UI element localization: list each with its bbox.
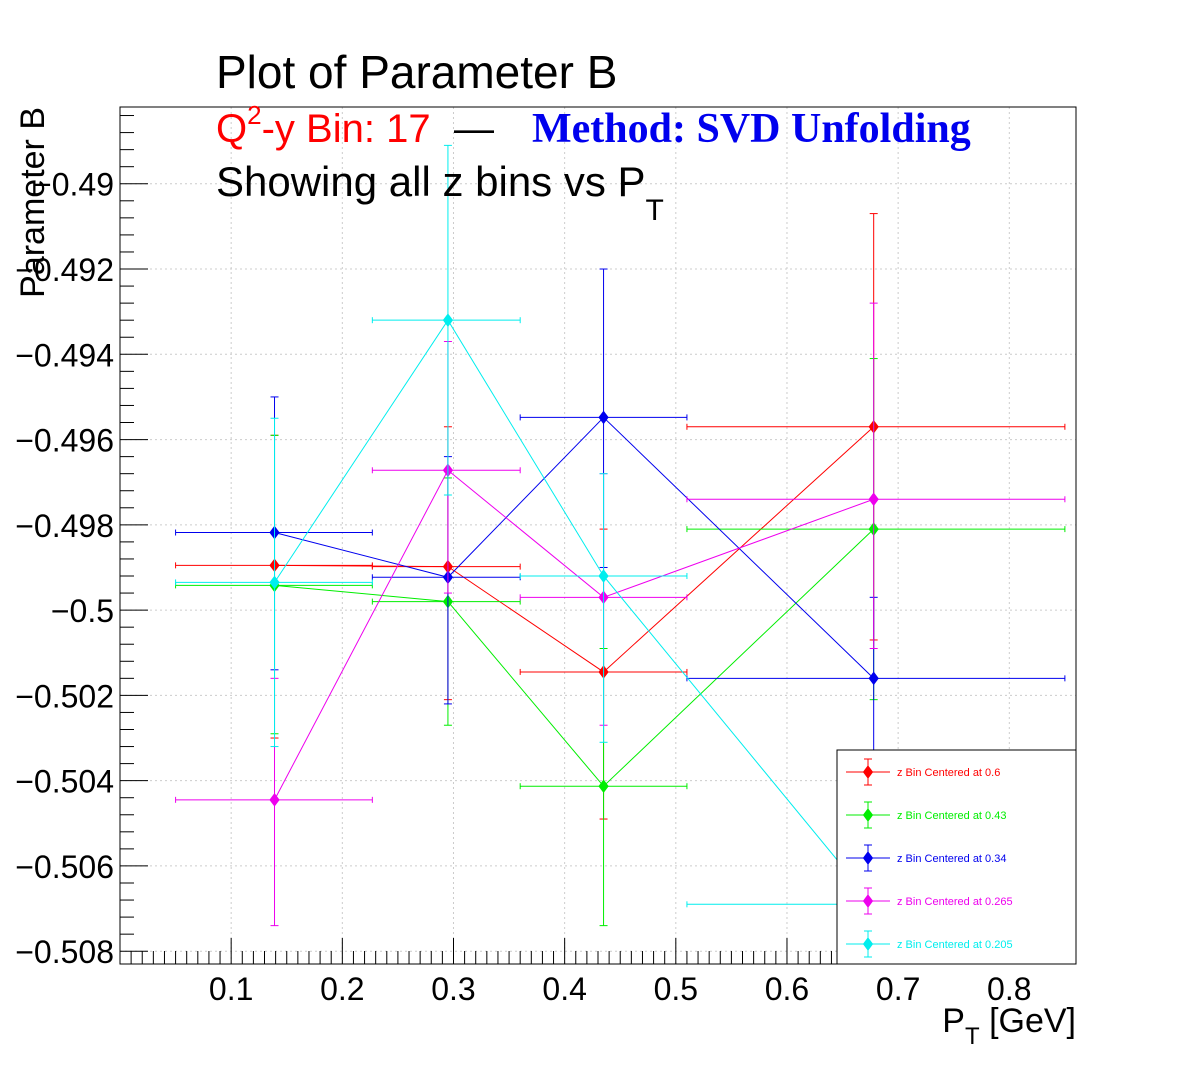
subtitle-dash: — [454,107,494,151]
xlabel-sub: T [965,1023,980,1050]
data-point-marker [598,569,609,583]
x-axis-label: PT [GeV] [942,1002,1076,1050]
series-line [274,469,874,801]
series-line [274,416,875,679]
legend: z Bin Centered at 0.6 z Bin Centered at 0… [846,758,1013,958]
data-point-marker [868,671,879,686]
xlabel-rest: [GeV] [980,1002,1076,1040]
data-point-marker [598,779,609,794]
legend-item: z Bin Centered at 0.265 [846,887,1013,915]
legend-item: z Bin Centered at 0.6 [846,758,1000,786]
legend-marker [862,808,874,822]
q2-prefix: Q [216,107,247,151]
y-tick-label: −0.506 [15,849,114,885]
line3-main: Showing all z bins vs P [216,158,646,205]
y-axis-label: Parameter B [14,107,52,298]
legend-label: z Bin Centered at 0.43 [897,810,1006,822]
line3-sub: T [646,194,664,227]
data-point-marker [598,410,609,425]
y-tick-label: −0.496 [15,423,114,459]
subtitle-bin: Q2-y Bin: 17 [216,100,431,151]
legend-item: z Bin Centered at 0.43 [846,801,1006,829]
x-tick-label: 0.7 [876,971,920,1007]
x-tick-label: 0.3 [431,971,475,1007]
xlabel-main: P [942,1002,965,1040]
series-line [274,426,875,673]
data-point-marker [868,492,879,507]
y-tick-label: −0.492 [15,252,114,288]
series-3 [175,268,1066,760]
series-layer [175,144,1066,964]
legend-marker [862,851,874,865]
tick-labels: 0.1 0.2 0.3 0.4 0.5 0.6 0.7 0.8 −0.49 −0.492 −0.49… [15,167,1031,1007]
data-point-marker [442,313,454,328]
x-tick-label: 0.1 [209,971,253,1007]
x-tick-label: 0.4 [542,971,586,1007]
y-tick-label: −0.508 [15,934,114,970]
data-point-marker [269,793,280,807]
y-tick-label: −0.502 [15,678,114,714]
legend-item: z Bin Centered at 0.205 [846,930,1013,958]
legend-item: z Bin Centered at 0.34 [846,844,1006,872]
x-tick-label: 0.5 [654,971,698,1007]
data-point-marker [269,575,280,590]
series-1 [175,213,1066,820]
y-tick-label: −0.498 [15,508,114,544]
subtitle-method: Method: SVD Unfolding [532,106,971,152]
bin-text: -y Bin: 17 [262,107,431,151]
legend-marker [862,765,874,779]
y-tick-label: −0.5 [51,593,114,629]
legend-label: z Bin Centered at 0.205 [897,939,1013,951]
subtitle-line3: Showing all z bins vs PT [216,158,664,227]
x-tick-label: 0.8 [987,971,1031,1007]
legend-label: z Bin Centered at 0.34 [897,853,1006,865]
q2-superscript: 2 [247,100,261,130]
y-tick-label: −0.49 [33,167,114,203]
series-line [274,319,875,905]
y-tick-label: −0.494 [15,337,114,373]
x-tick-label: 0.6 [765,971,809,1007]
chart-title: Plot of Parameter B [216,46,617,98]
y-tick-label: −0.504 [15,764,114,800]
legend-label: z Bin Centered at 0.265 [897,896,1013,908]
legend-box [836,749,1077,965]
legend-label: z Bin Centered at 0.6 [897,767,1000,779]
series-line [274,528,875,787]
x-tick-label: 0.2 [320,971,364,1007]
legend-marker [862,894,874,908]
legend-marker [862,937,874,951]
